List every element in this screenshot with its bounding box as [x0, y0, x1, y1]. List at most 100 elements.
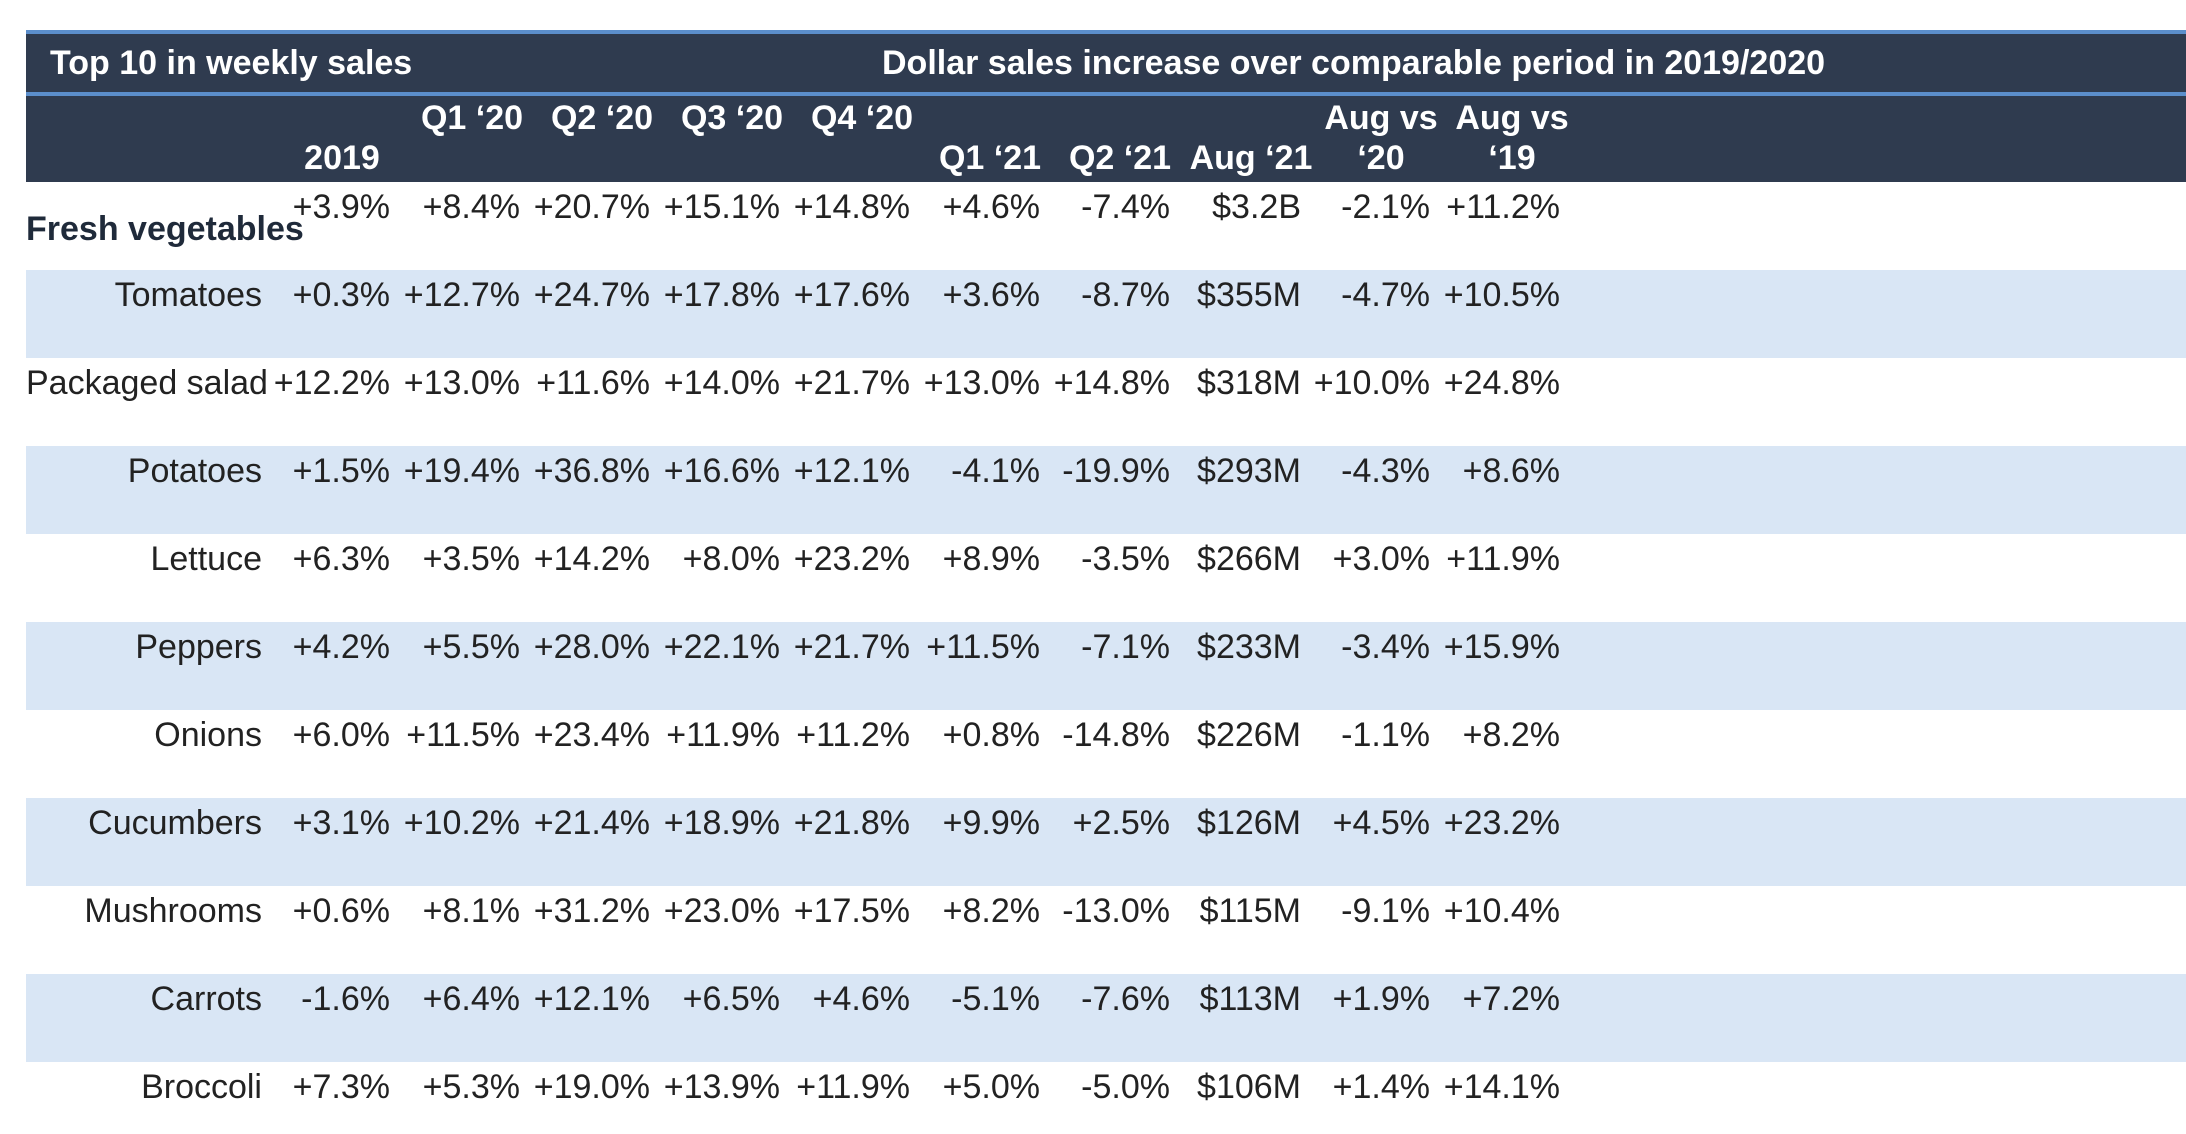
table-cell: +36.8%: [533, 452, 650, 490]
table-cell: -4.7%: [1341, 276, 1430, 314]
table-cell: -4.1%: [951, 452, 1040, 490]
table-cell: +11.5%: [926, 628, 1040, 666]
column-header-1-line2: 2019: [304, 139, 380, 177]
table-cell: +7.3%: [292, 1068, 390, 1106]
table-cell: +17.6%: [793, 276, 910, 314]
table-cell: +7.2%: [1462, 980, 1560, 1018]
table-cell: +21.7%: [793, 628, 910, 666]
table-cell: +5.3%: [422, 1068, 520, 1106]
table-cell: +1.5%: [292, 452, 390, 490]
table-cell: +14.8%: [1053, 364, 1170, 402]
table-cell: +4.6%: [942, 188, 1040, 226]
table-cell: +31.2%: [533, 892, 650, 930]
table-cell: +1.9%: [1332, 980, 1430, 1018]
table-cell: $266M: [1197, 540, 1301, 578]
row-label: Fresh vegetables: [26, 210, 304, 248]
table-cell: +28.0%: [533, 628, 650, 666]
table-cell: $113M: [1199, 980, 1301, 1018]
table-cell: +3.6%: [942, 276, 1040, 314]
table-cell: $3.2B: [1212, 188, 1301, 226]
table-cell: +8.9%: [942, 540, 1040, 578]
table-title: Top 10 in weekly sales: [50, 44, 413, 82]
table-cell: +11.9%: [1446, 540, 1560, 578]
table-cell: $318M: [1197, 364, 1301, 402]
table-cell: +13.0%: [403, 364, 520, 402]
table-cell: -13.0%: [1062, 892, 1170, 930]
column-header-9-line2: ‘20: [1357, 139, 1405, 177]
table-cell: +11.2%: [796, 716, 910, 754]
table-cell: +8.2%: [942, 892, 1040, 930]
table-cell: +17.8%: [663, 276, 780, 314]
header-separator-line: [26, 92, 2186, 96]
column-header-8-line2: Aug ‘21: [1189, 139, 1313, 177]
table-cell: -5.1%: [951, 980, 1040, 1018]
table-row: Packaged salad +12.2% +13.0% +11.6% +14.0% +2…: [26, 358, 2186, 446]
column-header-2-line1: Q1 ‘20: [420, 99, 524, 137]
table-row: Cucumbers +3.1% +10.2% +21.4% +18.9% +21.8% +9…: [26, 798, 2186, 886]
table-title-bar: Top 10 in weekly sales Dollar sales incr…: [26, 34, 2186, 92]
table-cell: -19.9%: [1062, 452, 1170, 490]
table-cell: -14.8%: [1062, 716, 1170, 754]
table-cell: -7.6%: [1081, 980, 1170, 1018]
table-cell: +8.1%: [422, 892, 520, 930]
column-header-5-line1: Q4 ‘20: [810, 99, 914, 137]
table-cell: +4.5%: [1332, 804, 1430, 842]
table-cell: +14.1%: [1443, 1068, 1560, 1106]
table-cell: +19.0%: [533, 1068, 650, 1106]
table-row: Potatoes +1.5% +19.4% +36.8% +16.6% +12.1% -4.…: [26, 446, 2186, 534]
table-cell: +0.6%: [292, 892, 390, 930]
table-cell: +13.0%: [923, 364, 1040, 402]
table-cell: $293M: [1197, 452, 1301, 490]
column-header-10-line1: Aug vs: [1455, 99, 1569, 137]
table-cell: +5.0%: [942, 1068, 1040, 1106]
table-cell: +12.1%: [533, 980, 650, 1018]
table-cell: +12.1%: [793, 452, 910, 490]
table-cell: +21.4%: [533, 804, 650, 842]
table-cell: +24.7%: [533, 276, 650, 314]
row-label: Tomatoes: [114, 276, 262, 314]
row-label: Cucumbers: [88, 804, 262, 842]
table-cell: +9.9%: [942, 804, 1040, 842]
table-cell: +11.9%: [666, 716, 780, 754]
column-header-10-line2: ‘19: [1488, 139, 1536, 177]
table-cell: +23.2%: [793, 540, 910, 578]
table-cell: +8.0%: [682, 540, 780, 578]
table-cell: $355M: [1197, 276, 1301, 314]
table-cell: +22.1%: [663, 628, 780, 666]
table-cell: +10.0%: [1313, 364, 1430, 402]
table-cell: +3.0%: [1332, 540, 1430, 578]
table-cell: -2.1%: [1341, 188, 1430, 226]
table-row: Onions +6.0% +11.5% +23.4% +11.9% +11.2% +0.8%…: [26, 710, 2186, 798]
table-cell: $126M: [1197, 804, 1301, 842]
table-cell: +0.8%: [942, 716, 1040, 754]
table-cell: +6.3%: [292, 540, 390, 578]
table-cell: +1.4%: [1332, 1068, 1430, 1106]
table-cell: $226M: [1197, 716, 1301, 754]
table-cell: +21.7%: [793, 364, 910, 402]
table-subtitle: Dollar sales increase over comparable pe…: [882, 44, 1826, 82]
table-cell: +23.2%: [1443, 804, 1560, 842]
table-row: Tomatoes +0.3% +12.7% +24.7% +17.8% +17.6% +3.…: [26, 270, 2186, 358]
table-cell: +8.4%: [422, 188, 520, 226]
table-row: Lettuce +6.3% +3.5% +14.2% +8.0% +23.2% +8.9% -…: [26, 534, 2186, 622]
table-cell: +2.5%: [1072, 804, 1170, 842]
row-label: Onions: [154, 716, 262, 754]
row-label: Broccoli: [141, 1068, 262, 1106]
table-cell: $106M: [1197, 1068, 1301, 1106]
table-cell: -1.1%: [1341, 716, 1430, 754]
row-label: Potatoes: [127, 452, 262, 490]
table-cell: +3.5%: [422, 540, 520, 578]
table-cell: +10.5%: [1443, 276, 1560, 314]
column-header-row: 2019 Q1 ‘20 Q2 ‘20 Q3 ‘20 Q4 ‘20 Q1 ‘21 Q2 ‘21…: [26, 96, 2186, 182]
table-cell: +11.2%: [1446, 188, 1560, 226]
table-cell: +6.4%: [422, 980, 520, 1018]
row-label: Mushrooms: [84, 892, 262, 930]
table-cell: +10.4%: [1443, 892, 1560, 930]
table-row: Mushrooms +0.6% +8.1% +31.2% +23.0% +17.5% +8.…: [26, 886, 2186, 974]
table-cell: +0.3%: [292, 276, 390, 314]
table-cell: +17.5%: [793, 892, 910, 930]
table-cell: -9.1%: [1341, 892, 1430, 930]
table-row: Peppers +4.2% +5.5% +28.0% +22.1% +21.7% +11.5…: [26, 622, 2186, 710]
table-cell: +8.2%: [1462, 716, 1560, 754]
table-row: Carrots -1.6% +6.4% +12.1% +6.5% +4.6% -5.1% -7…: [26, 974, 2186, 1062]
